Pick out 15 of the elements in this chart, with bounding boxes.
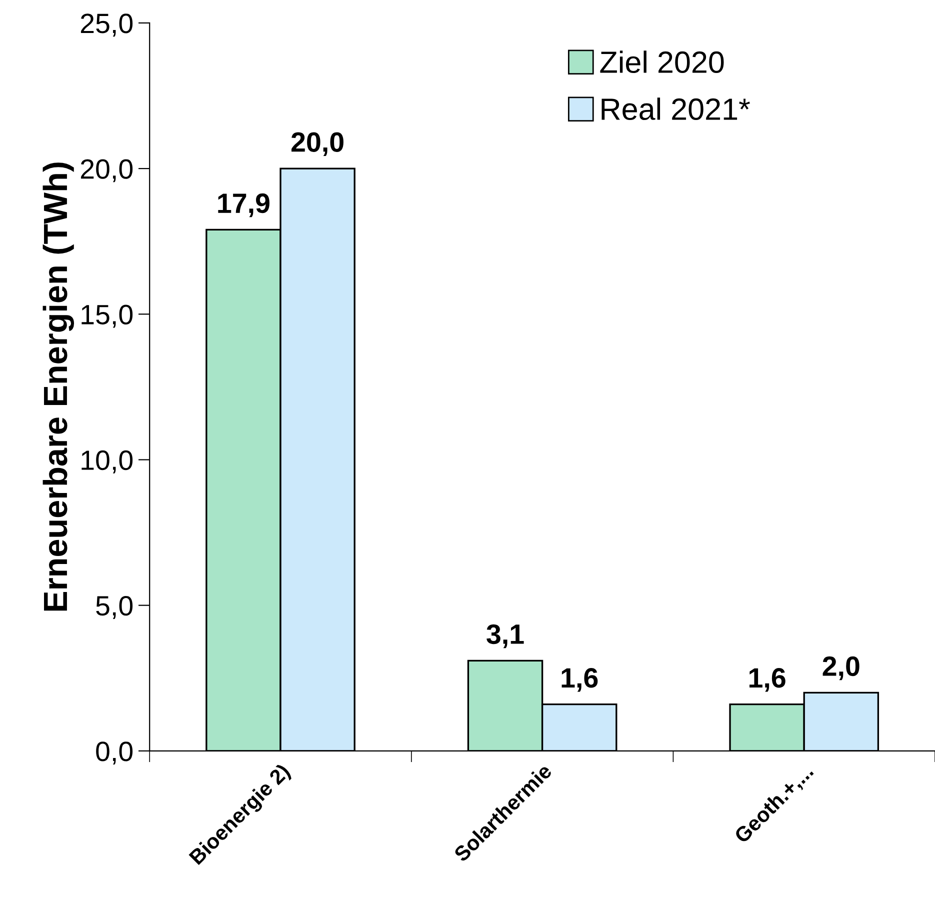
y-tick-label: 15,0 <box>82 304 133 328</box>
y-tick-label: 20,0 <box>80 159 133 182</box>
data-label: 1,6 <box>750 668 786 692</box>
data-label: 20,0 <box>291 132 344 156</box>
y-tick-label: 0,0 <box>96 742 133 765</box>
y-tick-label: 10,0 <box>82 450 133 474</box>
y-tick-label: 25,0 <box>80 14 133 37</box>
data-label: 1,6 <box>562 668 598 692</box>
data-label: 2,0 <box>822 656 860 680</box>
legend-label: Real 2021* <box>602 98 750 120</box>
legend-label: Ziel 2020 <box>600 50 724 74</box>
y-axis-title: Erneuerbare Energien (TWh) <box>42 162 74 611</box>
data-label: 17,9 <box>218 193 270 218</box>
data-label: 3,1 <box>486 624 524 648</box>
y-tick-label: 5,0 <box>96 596 133 619</box>
